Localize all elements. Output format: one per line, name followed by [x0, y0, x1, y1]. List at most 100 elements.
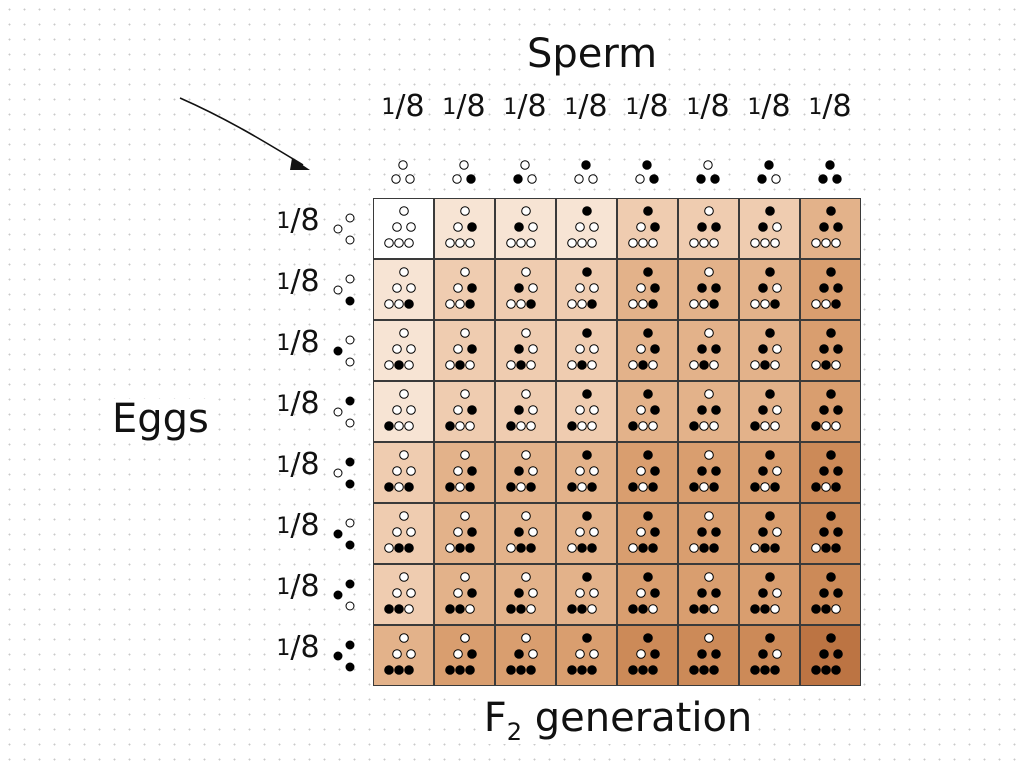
allele-dot — [772, 283, 782, 293]
fraction-denominator: /8 — [639, 89, 669, 124]
offspring-cell — [495, 381, 556, 442]
allele-dot — [506, 604, 516, 614]
allele-dot — [384, 421, 394, 431]
offspring-genotype — [445, 389, 477, 431]
allele-dot — [466, 174, 476, 184]
offspring-genotype — [567, 572, 599, 614]
allele-dot — [821, 360, 831, 370]
allele-dot — [772, 527, 782, 537]
offspring-genotype — [811, 633, 843, 675]
allele-dot — [575, 405, 585, 415]
allele-dot — [587, 543, 597, 553]
fraction-numerator: 1 — [442, 95, 457, 120]
allele-dot — [770, 665, 780, 675]
allele-dot — [704, 572, 714, 582]
allele-dot — [445, 665, 455, 675]
allele-dot — [760, 604, 770, 614]
allele-dot — [445, 421, 455, 431]
allele-dot — [709, 482, 719, 492]
allele-dot — [404, 421, 414, 431]
allele-dot — [345, 418, 355, 428]
egg-gamete — [332, 576, 356, 614]
allele-dot — [399, 633, 409, 643]
offspring-cell — [373, 198, 434, 259]
allele-dot — [526, 665, 536, 675]
allele-dot — [811, 299, 821, 309]
egg-gamete — [332, 210, 356, 248]
allele-dot — [770, 238, 780, 248]
allele-dot — [345, 357, 355, 367]
allele-dot — [772, 649, 782, 659]
offspring-cell — [556, 198, 617, 259]
offspring-cell — [373, 320, 434, 381]
allele-dot — [709, 543, 719, 553]
allele-dot — [528, 649, 538, 659]
allele-dot — [506, 543, 516, 553]
allele-dot — [711, 283, 721, 293]
offspring-cell — [495, 503, 556, 564]
sperm-gamete — [450, 160, 478, 186]
fraction-numerator: 1 — [276, 270, 291, 295]
allele-dot — [699, 604, 709, 614]
allele-dot — [648, 360, 658, 370]
allele-dot — [699, 299, 709, 309]
offspring-genotype — [750, 328, 782, 370]
offspring-genotype — [811, 328, 843, 370]
allele-dot — [628, 360, 638, 370]
egg-fraction-label: 1/8 — [268, 572, 328, 616]
sperm-fraction-label: 1/8 — [739, 92, 799, 136]
fraction-denominator: /8 — [395, 89, 425, 124]
allele-dot — [394, 665, 404, 675]
allele-dot — [465, 360, 475, 370]
allele-dot — [514, 588, 524, 598]
allele-dot — [467, 527, 477, 537]
allele-dot — [709, 299, 719, 309]
offspring-cell — [617, 442, 678, 503]
allele-dot — [345, 640, 355, 650]
allele-dot — [520, 160, 530, 170]
allele-dot — [453, 222, 463, 232]
allele-dot — [770, 421, 780, 431]
offspring-cell — [678, 381, 739, 442]
allele-dot — [514, 344, 524, 354]
allele-dot — [689, 238, 699, 248]
allele-dot — [521, 572, 531, 582]
offspring-cell — [617, 564, 678, 625]
offspring-cell — [373, 381, 434, 442]
allele-dot — [460, 206, 470, 216]
offspring-genotype — [506, 511, 538, 553]
allele-dot — [516, 604, 526, 614]
offspring-genotype — [689, 450, 721, 492]
allele-dot — [345, 479, 355, 489]
allele-dot — [704, 267, 714, 277]
allele-dot — [697, 588, 707, 598]
allele-dot — [589, 405, 599, 415]
allele-dot — [643, 633, 653, 643]
offspring-cell — [800, 503, 861, 564]
allele-dot — [406, 588, 416, 598]
allele-dot — [345, 235, 355, 245]
offspring-genotype — [689, 389, 721, 431]
allele-dot — [345, 662, 355, 672]
allele-dot — [575, 649, 585, 659]
allele-dot — [833, 405, 843, 415]
allele-dot — [460, 328, 470, 338]
allele-dot — [404, 665, 414, 675]
allele-dot — [392, 405, 402, 415]
allele-dot — [506, 482, 516, 492]
allele-dot — [772, 466, 782, 476]
allele-dot — [760, 299, 770, 309]
allele-dot — [833, 588, 843, 598]
allele-dot — [514, 405, 524, 415]
allele-dot — [404, 482, 414, 492]
allele-dot — [455, 604, 465, 614]
offspring-cell — [373, 503, 434, 564]
allele-dot — [455, 665, 465, 675]
offspring-genotype — [689, 328, 721, 370]
offspring-cell — [739, 625, 800, 686]
fraction-numerator: 1 — [276, 636, 291, 661]
allele-dot — [567, 421, 577, 431]
offspring-genotype — [506, 267, 538, 309]
sperm-gamete-icon — [391, 160, 415, 184]
allele-dot — [398, 160, 408, 170]
